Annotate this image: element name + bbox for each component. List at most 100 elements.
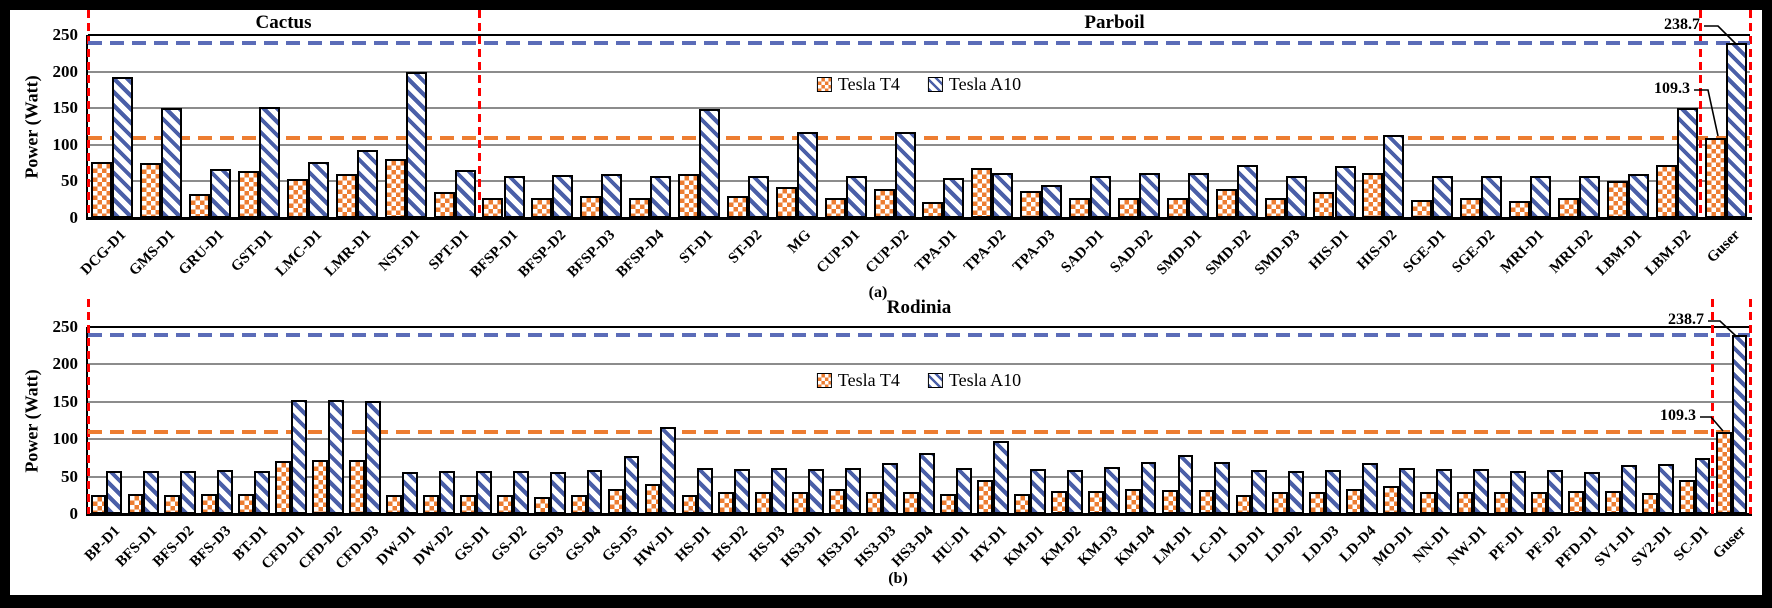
bar-tesla-a10 (210, 168, 232, 218)
bar-tesla-a10 (1103, 466, 1120, 514)
bar-tesla-a10 (1432, 175, 1454, 218)
gridline (88, 363, 1750, 366)
bar-tesla-a10 (1288, 470, 1305, 514)
bar-tesla-t4 (1411, 200, 1433, 218)
bar-tesla-a10 (1066, 469, 1083, 514)
bar-tesla-t4 (482, 197, 504, 218)
bar-tesla-a10 (845, 176, 867, 218)
bar-tesla-t4 (1215, 188, 1237, 218)
chart-b: 0 50 100 150 200 250 Power (Watt) Rodinia BP-D1 B… (10, 10, 1762, 595)
bar-tesla-t4 (792, 491, 809, 514)
bar-tesla-a10 (1725, 43, 1747, 218)
bar-tesla-a10 (955, 468, 972, 514)
chart-caption: (b) (888, 570, 908, 587)
bar-tesla-a10 (1676, 108, 1698, 218)
bar-tesla-t4 (1641, 493, 1658, 514)
chart-caption: (a) (868, 284, 888, 301)
stripe-swatch-icon (927, 373, 943, 388)
y-tick-label: 250 (52, 317, 79, 336)
bar-tesla-a10 (1546, 469, 1563, 514)
bar-tesla-t4 (681, 494, 698, 514)
legend-item: Tesla A10 (927, 74, 1022, 95)
bar-tesla-t4 (976, 479, 993, 514)
bar-tesla-a10 (601, 174, 623, 218)
bar-tesla-t4 (1161, 490, 1178, 514)
bar-tesla-a10 (1530, 175, 1552, 218)
bar-tesla-a10 (401, 472, 418, 514)
y-tick-label: 0 (69, 208, 79, 227)
bar-tesla-t4 (312, 460, 329, 514)
bar-tesla-t4 (1346, 488, 1363, 514)
threshold-line-blue (88, 333, 1750, 338)
bar-tesla-t4 (1704, 137, 1726, 218)
legend-label: Tesla A10 (948, 74, 1022, 94)
bar-tesla-a10 (1731, 335, 1748, 514)
legend-label: Tesla T4 (837, 74, 900, 94)
legend-item: Tesla T4 (816, 74, 900, 95)
bar-tesla-t4 (201, 493, 218, 514)
section-title: Parboil (1084, 12, 1145, 33)
bar-tesla-t4 (1235, 495, 1252, 514)
bar-tesla-t4 (940, 493, 956, 514)
y-tick-label: 200 (52, 61, 79, 81)
bar-tesla-a10 (1362, 463, 1379, 514)
bar-tesla-t4 (1013, 493, 1030, 514)
bar-tesla-a10 (1285, 175, 1307, 218)
bar-tesla-t4 (903, 491, 919, 514)
bar-tesla-t4 (922, 201, 944, 218)
bar-tesla-a10 (1138, 173, 1160, 218)
bar-tesla-t4 (726, 196, 748, 218)
bar-tesla-a10 (254, 471, 271, 514)
bar-tesla-t4 (1457, 491, 1473, 514)
bar-tesla-t4 (1166, 197, 1188, 218)
bar-tesla-t4 (238, 171, 260, 218)
bar-tesla-t4 (1313, 192, 1335, 218)
bar-tesla-t4 (140, 163, 162, 218)
bar-tesla-a10 (894, 132, 916, 218)
bar-tesla-a10 (143, 470, 160, 514)
bar-tesla-t4 (433, 191, 455, 218)
gridline (88, 400, 1750, 403)
y-tick-label: 50 (61, 171, 78, 191)
bar-tesla-a10 (1029, 469, 1046, 514)
section-start-line (87, 10, 90, 218)
bar-tesla-a10 (1177, 454, 1194, 514)
y-tick-label: 100 (52, 134, 79, 154)
bar-tesla-a10 (161, 108, 183, 218)
bar-tesla-a10 (808, 469, 825, 514)
bar-tesla-t4 (718, 491, 735, 514)
y-tick-label: 250 (52, 25, 79, 44)
bar-tesla-t4 (349, 460, 365, 514)
bar-tesla-t4 (1530, 492, 1547, 514)
bar-tesla-t4 (644, 484, 661, 514)
bar-tesla-a10 (112, 77, 134, 218)
bar-tesla-a10 (365, 401, 381, 514)
bar-tesla-a10 (734, 469, 751, 514)
legend-label: Tesla T4 (837, 370, 900, 390)
bar-tesla-t4 (570, 494, 587, 514)
bar-tesla-t4 (384, 158, 406, 218)
bar-tesla-t4 (829, 488, 846, 514)
bar-tesla-t4 (286, 179, 308, 218)
bar-tesla-a10 (1041, 185, 1063, 218)
threshold-line-orange (88, 135, 1750, 140)
bar-tesla-t4 (1362, 172, 1384, 218)
gridline (88, 438, 1750, 441)
bar-tesla-a10 (1481, 176, 1503, 218)
bar-tesla-t4 (164, 494, 181, 514)
bar-tesla-a10 (623, 455, 640, 514)
bar-tesla-t4 (1198, 490, 1215, 514)
highlight-left-line (1711, 299, 1715, 514)
bar-tesla-a10 (992, 172, 1014, 218)
bar-tesla-t4 (238, 493, 255, 514)
chart-a: 0 50 100 150 200 250 Power (Watt) Cactus Parboil… (10, 10, 1762, 595)
bar-tesla-t4 (422, 494, 439, 514)
gridline (88, 143, 1750, 146)
bar-tesla-a10 (943, 177, 965, 218)
bar-tesla-a10 (180, 471, 197, 514)
bar-tesla-t4 (1460, 198, 1482, 218)
bar-tesla-t4 (496, 494, 513, 514)
bar-tesla-a10 (512, 471, 529, 514)
bar-tesla-a10 (660, 427, 677, 514)
bar-tesla-t4 (1715, 432, 1732, 514)
